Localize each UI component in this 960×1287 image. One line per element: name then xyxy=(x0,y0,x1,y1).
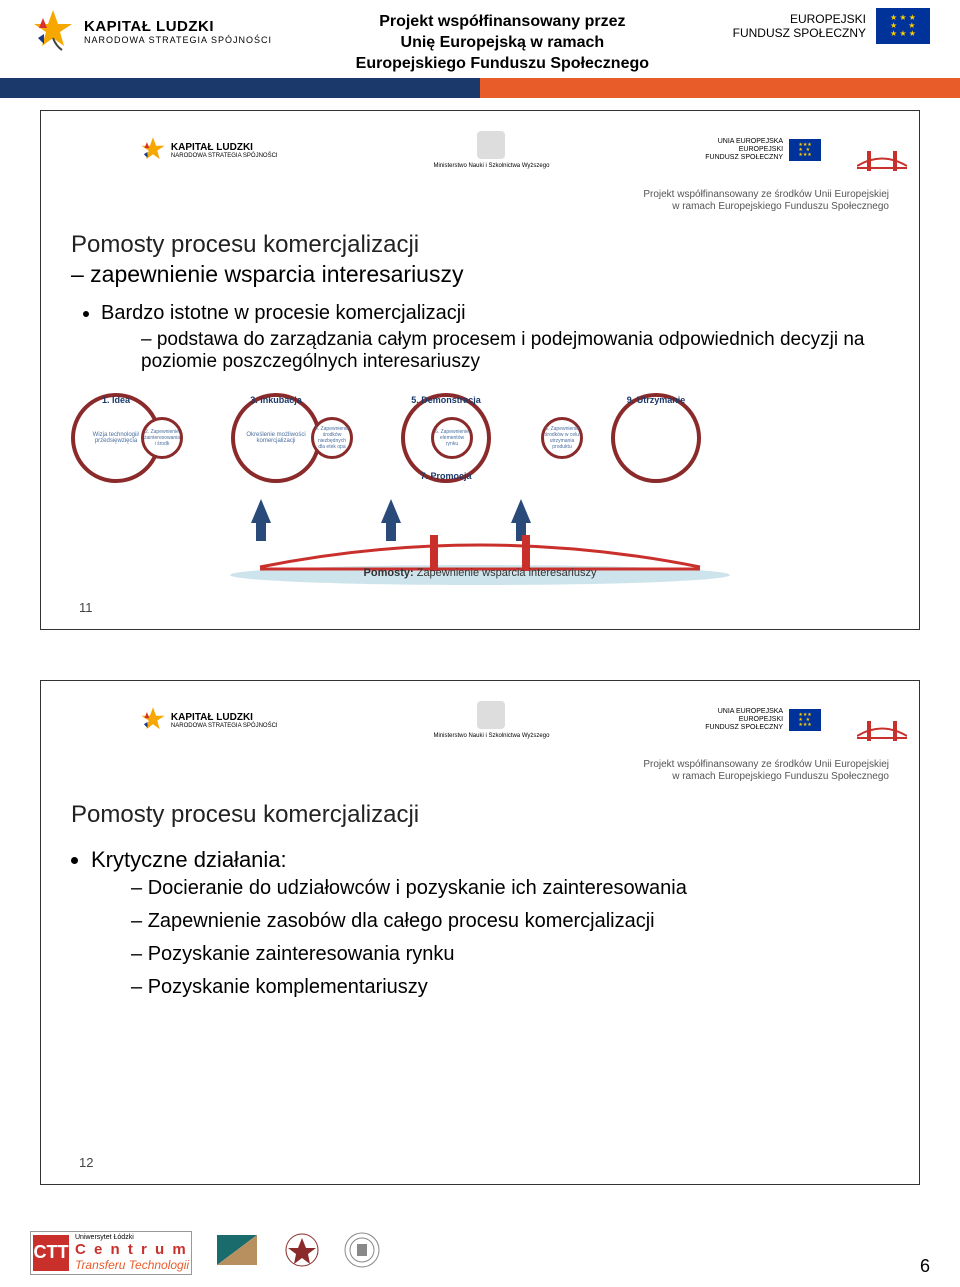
bullet-list: Krytyczne działania: Docieranie do udzia… xyxy=(41,843,919,999)
funding-text: Projekt współfinansowany ze środków Unii… xyxy=(41,759,919,787)
ring-top-label: 9. Utrzymanie xyxy=(627,395,686,405)
funding-l1: Projekt współfinansowany ze środków Unii… xyxy=(41,759,889,771)
slide-title: Pomosty procesu komercjalizacji xyxy=(41,217,919,261)
eu-mini-l3: FUNDUSZ SPOŁECZNY xyxy=(705,724,783,732)
bridge-corner-icon xyxy=(857,716,907,746)
title-line1: Projekt współfinansowany przez xyxy=(356,12,649,33)
mini-kl-logo: KAPITAŁ LUDZKI NARODOWA STRATEGIA SPÓJNO… xyxy=(139,706,278,734)
title-line2: Unię Europejską w ramach xyxy=(356,33,649,54)
bridge-caption: Pomosty: Zapewnienie wsparcia interesari… xyxy=(220,567,740,579)
eu-mini-l1: UNIA EUROPEJSKA xyxy=(705,708,783,716)
mini-kl-title: KAPITAŁ LUDZKI xyxy=(171,712,278,723)
funding-l2: w ramach Europejskiego Funduszu Społeczn… xyxy=(41,771,889,783)
ring-inner-text: Określenie możliwości komercjalizacji xyxy=(235,432,317,444)
slide-header: KAPITAŁ LUDZKI NARODOWA STRATEGIA SPÓJNO… xyxy=(41,111,919,189)
slide-header: KAPITAŁ LUDZKI NARODOWA STRATEGIA SPÓJNO… xyxy=(41,681,919,759)
eu-mini-l2: EUROPEJSKI xyxy=(705,716,783,724)
kl-star-icon xyxy=(30,8,76,54)
arrow-up-icon xyxy=(511,499,531,523)
ministry-text: Ministerstwo Nauki i Szkolnictwa Wyższeg… xyxy=(433,163,549,169)
sub-bullet-item: podstawa do zarządzania całym procesem i… xyxy=(141,329,889,373)
mini-eu-logo: UNIA EUROPEJSKA EUROPEJSKI FUNDUSZ SPOŁE… xyxy=(705,138,821,161)
mini-eu-flag-icon: ★★★★ ★★★★ xyxy=(789,139,821,161)
seal-icon xyxy=(282,1230,322,1275)
eu-mini-l1: UNIA EUROPEJSKA xyxy=(705,138,783,146)
diagram-small-circle: 8. Zapewnienie środków w celu utrzymania… xyxy=(541,417,583,459)
mini-kl-sub: NARODOWA STRATEGIA SPÓJNOŚCI xyxy=(171,723,278,729)
ctt-logo: CTT Uniwersytet Łódzki C e n t r u m Tra… xyxy=(30,1231,192,1275)
ring-top-label: 3. Inkubacja xyxy=(250,395,302,405)
slide-12: KAPITAŁ LUDZKI NARODOWA STRATEGIA SPÓJNO… xyxy=(40,680,920,1185)
project-title: Projekt współfinansowany przez Unię Euro… xyxy=(356,8,649,74)
wz-logo xyxy=(212,1230,262,1275)
title-line3: Europejskiego Funduszu Społecznego xyxy=(356,54,649,75)
slide-11: KAPITAŁ LUDZKI NARODOWA STRATEGIA SPÓJNO… xyxy=(40,110,920,630)
eu-line1: EUROPEJSKI xyxy=(733,12,866,26)
page-header: KAPITAŁ LUDZKI NARODOWA STRATEGIA SPÓJNO… xyxy=(0,0,960,78)
ring-top-label: 1. Idea xyxy=(102,395,130,405)
diagram-small-circle: 2. Zapewnienie zainteresowania i środk xyxy=(141,417,183,459)
sub-bullets-list: Docieranie do udziałowców i pozyskanie i… xyxy=(91,877,889,999)
diagram-ring: 3. Inkubacja Określenie możliwości komerc… xyxy=(231,393,321,483)
ministry-logo: Ministerstwo Nauki i Szkolnictwa Wyższeg… xyxy=(433,701,549,739)
mini-kl-logo: KAPITAŁ LUDZKI NARODOWA STRATEGIA SPÓJNO… xyxy=(139,136,278,164)
ctt-block-icon: CTT xyxy=(33,1235,69,1271)
slide-number: 11 xyxy=(79,600,93,615)
funding-l2: w ramach Europejskiego Funduszu Społeczn… xyxy=(41,201,889,213)
page-footer: CTT Uniwersytet Łódzki C e n t r u m Tra… xyxy=(0,1230,960,1275)
slide-number: 12 xyxy=(79,1155,93,1170)
ministry-text: Ministerstwo Nauki i Szkolnictwa Wyższeg… xyxy=(433,733,549,739)
emblem-icon xyxy=(477,131,505,159)
bullet-list: Bardzo istotne w procesie komercjalizacj… xyxy=(41,298,919,373)
sub-bullet-item: Zapewnienie zasobów dla całego procesu k… xyxy=(131,910,889,933)
diagram-ring: 9. Utrzymanie xyxy=(611,393,701,483)
ring-top-label: 5. Demonstracja xyxy=(411,395,481,405)
ctt-pre: Uniwersytet Łódzki xyxy=(75,1234,189,1241)
funding-text: Projekt współfinansowany ze środków Unii… xyxy=(41,189,919,217)
kapital-ludzki-logo: KAPITAŁ LUDZKI NARODOWA STRATEGIA SPÓJNO… xyxy=(30,8,272,54)
mini-kl-title: KAPITAŁ LUDZKI xyxy=(171,142,278,153)
mini-eu-logo: UNIA EUROPEJSKA EUROPEJSKI FUNDUSZ SPOŁE… xyxy=(705,708,821,731)
bullet-item: Krytyczne działania: xyxy=(91,847,889,873)
ring-bottom-label: 7. Promocja xyxy=(420,471,471,481)
ctt-l1: C e n t r u m xyxy=(75,1241,189,1258)
sub-bullet-item: Pozyskanie komplementariuszy xyxy=(131,976,889,999)
ctt-l2: Transferu Technologii xyxy=(75,1258,189,1272)
bullet-item: Bardzo istotne w procesie komercjalizacj… xyxy=(101,302,889,325)
mini-eu-flag-icon: ★★★★ ★★★★ xyxy=(789,709,821,731)
eu-logo: EUROPEJSKI FUNDUSZ SPOŁECZNY ★ ★ ★★ ★★ ★… xyxy=(733,8,930,44)
bridge-corner-icon xyxy=(857,146,907,176)
ministry-logo: Ministerstwo Nauki i Szkolnictwa Wyższeg… xyxy=(433,131,549,169)
sub-bullet-item: Docieranie do udziałowców i pozyskanie i… xyxy=(131,877,889,900)
process-diagram: 1. IdeaWizja technologii/ przedsięwzięci… xyxy=(71,383,889,523)
emblem-icon xyxy=(477,701,505,729)
bridge-illustration: Pomosty: Zapewnienie wsparcia interesari… xyxy=(220,527,740,585)
funding-l1: Projekt współfinansowany ze środków Unii… xyxy=(41,189,889,201)
page-number: 6 xyxy=(920,1256,930,1277)
kl-title: KAPITAŁ LUDZKI xyxy=(84,18,272,35)
mini-kl-sub: NARODOWA STRATEGIA SPÓJNOŚCI xyxy=(171,153,278,159)
slide-title: Pomosty procesu komercjalizacji xyxy=(41,787,919,843)
header-bar xyxy=(0,78,960,98)
arrow-up-icon xyxy=(251,499,271,523)
eu-flag-icon: ★ ★ ★★ ★★ ★ ★ xyxy=(876,8,930,44)
diagram-small-circle: 4. Zapewnienie środków niezbędnych dla e… xyxy=(311,417,353,459)
arrow-up-icon xyxy=(381,499,401,523)
slide-subtitle: – zapewnienie wsparcia interesariuszy xyxy=(41,261,919,298)
eu-mini-l2: EUROPEJSKI xyxy=(705,146,783,154)
kl-subtitle: NARODOWA STRATEGIA SPÓJNOŚCI xyxy=(84,35,272,45)
eu-mini-l3: FUNDUSZ SPOŁECZNY xyxy=(705,154,783,162)
diagram-small-circle: 6. Zapewnienie elementów rynku xyxy=(431,417,473,459)
uni-seal-icon xyxy=(342,1230,382,1275)
eu-line2: FUNDUSZ SPOŁECZNY xyxy=(733,26,866,40)
sub-bullet-item: Pozyskanie zainteresowania rynku xyxy=(131,943,889,966)
